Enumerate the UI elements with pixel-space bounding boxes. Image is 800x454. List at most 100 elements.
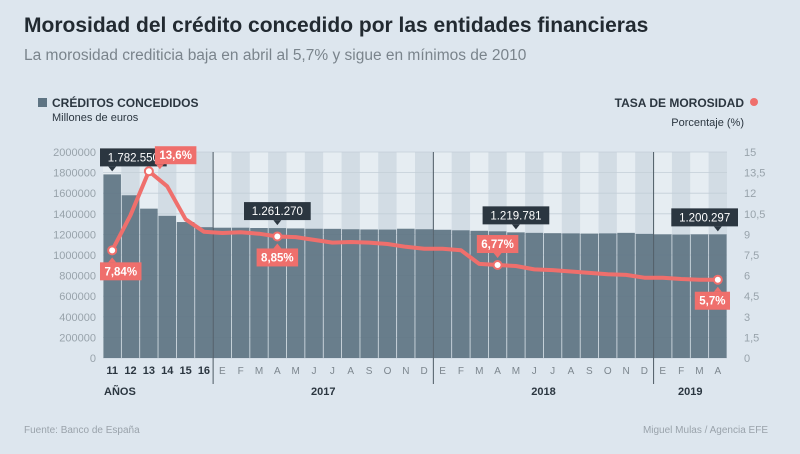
y-left-tick-label: 2000000	[53, 147, 96, 159]
callout-credits-label: 1.219.781	[490, 210, 541, 222]
credit-note: Miguel Mulas / Agencia EFE	[642, 425, 768, 436]
bar-credits	[286, 228, 305, 358]
y-right-tick-label: 6	[744, 271, 750, 283]
bar-credits	[598, 233, 617, 358]
x-tick-label: F	[458, 366, 464, 377]
x-tick-label: A	[274, 366, 281, 377]
legend-rate: TASA DE MOROSIDAD Porcentaje (%)	[615, 94, 758, 129]
y-right-tick-label: 0	[744, 353, 750, 365]
rate-point-marker	[712, 274, 723, 285]
x-tick-label: J	[312, 366, 317, 377]
x-tick-label: 16	[198, 365, 210, 377]
x-tick-label: A	[494, 366, 501, 377]
x-tick-label: D	[421, 366, 428, 377]
callout-credits-label: 1.261.270	[252, 206, 303, 218]
rate-point-marker	[107, 245, 118, 256]
y-right-tick-label: 15	[744, 147, 756, 159]
callout-rate-label: 8,85%	[261, 252, 294, 264]
callout-rate-pointer	[108, 257, 117, 263]
callout-rate-pointer	[493, 253, 502, 259]
bar-credits	[562, 233, 580, 358]
y-left-tick-label: 800000	[59, 271, 96, 283]
line-rate	[110, 169, 720, 282]
x-tick-label: S	[366, 366, 373, 377]
chart-subtitle: La morosidad crediticia baja en abril al…	[24, 47, 527, 64]
bar-credits	[415, 229, 433, 358]
x-tick-label: M	[292, 366, 300, 377]
legend-credits-unit: Millones de euros	[52, 112, 139, 124]
x-tick-label: 13	[143, 365, 155, 377]
bar-credits	[378, 229, 397, 358]
y-left-tick-label: 600000	[59, 291, 96, 303]
source-note: Fuente: Banco de España	[24, 425, 140, 436]
x-tick-label: D	[641, 366, 648, 377]
bar-credits	[176, 222, 195, 358]
x-tick-label: F	[678, 366, 684, 377]
bar-credits	[158, 215, 177, 358]
callout-rate-box	[154, 146, 197, 165]
callout-rate-label: 13,6%	[159, 150, 192, 162]
y-left-tick-label: 1200000	[53, 229, 96, 241]
callout-credits-box	[100, 148, 167, 167]
x-tick-label: M	[512, 366, 520, 377]
bar-credits	[250, 228, 268, 358]
bar-credits	[140, 208, 158, 358]
bar-credits	[231, 227, 250, 358]
y-right-tick-label: 3	[744, 312, 750, 324]
x-tick-label: M	[695, 366, 703, 377]
x-tick-label: J	[532, 366, 537, 377]
x-tick-label: E	[219, 366, 226, 377]
bar-credits	[653, 234, 672, 358]
y-left-tick-label: 0	[90, 353, 96, 365]
callout-rate-pointer	[713, 286, 722, 292]
callout-rate-label: 6,77%	[481, 239, 514, 251]
callout-rate-pointer	[155, 164, 164, 170]
callout-rate-box	[256, 248, 299, 267]
y-right-tick-label: 12	[744, 188, 756, 200]
bar-credits	[360, 229, 378, 358]
chart-title: Morosidad del crédito concedido por las …	[24, 14, 649, 37]
x-tick-label: S	[586, 366, 593, 377]
y-left-tick-label: 400000	[59, 312, 96, 324]
bar-credits	[617, 232, 635, 358]
callout-rate-box	[100, 262, 142, 281]
legend-rate-swatch	[750, 98, 758, 106]
x-tick-label: A	[347, 366, 354, 377]
year-label: 2017	[311, 386, 335, 398]
y-right-tick-label: 7,5	[744, 250, 759, 262]
x-tick-label: 12	[124, 365, 136, 377]
x-tick-label: 14	[161, 365, 174, 377]
bar-credits	[213, 227, 232, 358]
y-left-tick-label: 1400000	[53, 209, 96, 221]
x-tick-label: A	[714, 366, 721, 377]
legend-credits-label: CRÉDITOS CONCEDIDOS	[52, 96, 199, 110]
rate-point-marker	[492, 260, 503, 271]
x-tick-label: J	[330, 366, 335, 377]
y-left-tick-label: 1000000	[53, 250, 96, 262]
legend-credits: CRÉDITOS CONCEDIDOS Millones de euros	[38, 94, 199, 124]
callout-credits-box	[244, 202, 311, 221]
callout-credits-label: 1.782.550	[108, 152, 159, 164]
rate-point-marker	[143, 166, 154, 177]
y-left-tick-label: 200000	[59, 332, 96, 344]
y-right-tick-label: 13,5	[744, 168, 765, 180]
callout-credits-pointer	[713, 226, 722, 232]
legend-credits-swatch	[38, 98, 47, 107]
bar-credits	[397, 228, 415, 358]
x-tick-label: A	[568, 366, 575, 377]
x-tick-label: M	[255, 366, 263, 377]
callout-credits-box	[482, 206, 550, 225]
y-right-tick-label: 1,5	[744, 332, 759, 344]
callout-credits-label: 1.200.297	[679, 212, 730, 224]
bar-credits	[635, 233, 654, 358]
x-tick-label: 11	[106, 365, 118, 377]
callout-credits-pointer	[511, 224, 520, 230]
year-label: 2018	[531, 386, 555, 398]
callout-rate-box	[694, 291, 730, 310]
x-tick-label: E	[439, 366, 446, 377]
callout-rate-label: 7,84%	[104, 266, 137, 278]
x-tick-label: E	[659, 366, 666, 377]
bar-credits	[323, 228, 342, 358]
x-tick-label: O	[384, 366, 392, 377]
